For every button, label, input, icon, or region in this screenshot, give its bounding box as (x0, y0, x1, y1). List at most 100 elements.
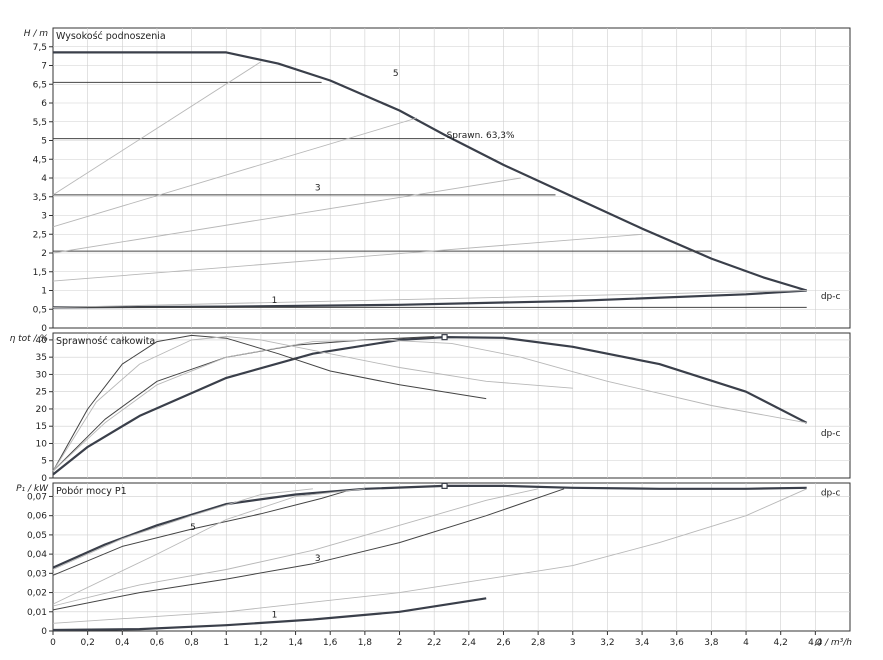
panel-title: Sprawność całkowita (56, 336, 155, 347)
panel-frame (52, 482, 851, 632)
curve-label: dp-c (821, 292, 841, 302)
x-tick-label: 3,8 (704, 638, 719, 648)
y-tick-label: 4 (41, 174, 47, 184)
panel-2 (49, 332, 851, 479)
series-line-2 (52, 334, 487, 472)
series-line-8 (52, 488, 365, 605)
y-tick-label: 25 (36, 388, 47, 398)
y-tick-label: 0,02 (27, 589, 47, 599)
y-tick-label: 0 (41, 474, 47, 484)
x-tick-label: 2,4 (462, 638, 477, 648)
y-tick-label: 7 (41, 62, 47, 72)
y-tick-label: 2 (41, 249, 47, 259)
x-tick-label: 3 (570, 638, 576, 648)
curve-label: 5 (393, 69, 399, 79)
x-tick-label: 2 (397, 638, 403, 648)
curve-label: 1 (272, 611, 278, 621)
series-line-5 (52, 336, 573, 472)
y-tick-label: 0,03 (27, 569, 47, 579)
series-line-4 (52, 488, 565, 611)
x-axis-label: Q / m³/h (815, 638, 852, 648)
y-tick-label: 30 (36, 370, 48, 380)
series-line-2 (52, 289, 807, 309)
y-tick-label: 1 (41, 287, 47, 297)
panel-frame (52, 332, 851, 479)
x-tick-label: 2,2 (427, 638, 441, 648)
series-line-4 (52, 339, 807, 472)
series-line-9 (52, 117, 417, 228)
curve-label: 3 (315, 554, 321, 564)
y-tick-label: 6 (41, 99, 47, 109)
operating-point-marker (441, 334, 448, 341)
panel-3 (49, 482, 851, 632)
operating-point-marker (441, 482, 448, 489)
x-tick-label: 3,6 (670, 638, 685, 648)
curve-label: 5 (190, 523, 196, 533)
y-tick-label: 0,5 (33, 305, 47, 315)
x-tick-label: 4,4 (808, 638, 823, 648)
x-tick-label: 0,2 (80, 638, 94, 648)
panel-title: Wysokość podnoszenia (56, 31, 166, 42)
series-line-5 (52, 488, 539, 607)
curve-label: Sprawn. 63,3% (447, 131, 515, 141)
series-line-7 (52, 488, 313, 570)
y-tick-label: 3 (41, 212, 47, 222)
y-axis-label: η tot / % (10, 334, 48, 344)
y-tick-label: 35 (36, 353, 47, 363)
series-line-11 (52, 233, 643, 282)
y-tick-label: 5 (41, 457, 47, 467)
y-tick-label: 0,04 (27, 550, 47, 560)
x-tick-label: 0,8 (184, 638, 199, 648)
y-tick-label: 0,05 (27, 531, 47, 541)
y-axis-label: P₁ / kW (16, 484, 49, 494)
y-tick-label: 20 (36, 405, 48, 415)
y-tick-label: 1,5 (33, 268, 47, 278)
y-tick-label: 5,5 (33, 118, 47, 128)
x-tick-label: 3,2 (600, 638, 614, 648)
y-tick-label: 0 (41, 627, 47, 637)
y-tick-label: 2,5 (33, 230, 47, 240)
series-line-3 (52, 490, 348, 576)
series-line-8 (52, 61, 262, 196)
y-tick-label: 4,5 (33, 155, 47, 165)
x-tick-label: 1,6 (323, 638, 338, 648)
y-tick-label: 3,5 (33, 193, 47, 203)
y-axis-label: H / m (24, 29, 49, 39)
y-tick-label: 0,07 (27, 492, 47, 502)
curve-label: dp-c (821, 489, 841, 499)
y-tick-label: 5 (41, 137, 47, 147)
x-tick-label: 1,8 (358, 638, 373, 648)
y-tick-label: 6,5 (33, 80, 47, 90)
y-tick-label: 40 (36, 336, 48, 346)
series-line-1 (52, 484, 807, 569)
y-tick-label: 7,5 (33, 43, 47, 53)
x-tick-label: 2,8 (531, 638, 546, 648)
series-line-6 (52, 488, 807, 624)
y-tick-label: 10 (36, 439, 48, 449)
x-tick-label: 4,2 (774, 638, 788, 648)
x-tick-label: 4 (743, 638, 749, 648)
series-line-3 (52, 336, 435, 472)
panel-1 (49, 27, 851, 329)
curve-label: 3 (315, 183, 321, 193)
series-line-10 (52, 177, 521, 254)
x-tick-label: 3,4 (635, 638, 650, 648)
y-tick-label: 0 (41, 324, 47, 334)
y-tick-label: 15 (36, 422, 47, 432)
x-tick-label: 2,6 (496, 638, 511, 648)
panel-title: Pobór mocy P1 (56, 486, 127, 497)
x-tick-label: 1,4 (288, 638, 303, 648)
curve-label: dp-c (821, 429, 841, 439)
series-line-2 (52, 597, 487, 632)
x-tick-label: 1 (223, 638, 229, 648)
series-line-12 (52, 290, 807, 308)
x-tick-label: 1,2 (254, 638, 268, 648)
x-tick-label: 0,6 (150, 638, 165, 648)
series-line-1 (53, 51, 808, 292)
x-tick-label: 0 (50, 638, 56, 648)
x-tick-label: 0,4 (115, 638, 130, 648)
series-line-1 (52, 336, 808, 476)
y-tick-label: 0,06 (27, 512, 47, 522)
curve-label: 1 (272, 296, 278, 306)
